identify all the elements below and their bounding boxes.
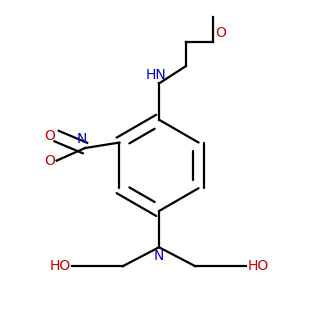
Text: O: O xyxy=(215,26,226,40)
Text: N: N xyxy=(76,133,86,146)
Text: HN: HN xyxy=(145,68,166,82)
Text: HO: HO xyxy=(50,259,71,273)
Text: O: O xyxy=(44,129,55,143)
Text: HO: HO xyxy=(247,259,268,273)
Text: N: N xyxy=(154,249,164,263)
Text: O: O xyxy=(44,154,55,168)
